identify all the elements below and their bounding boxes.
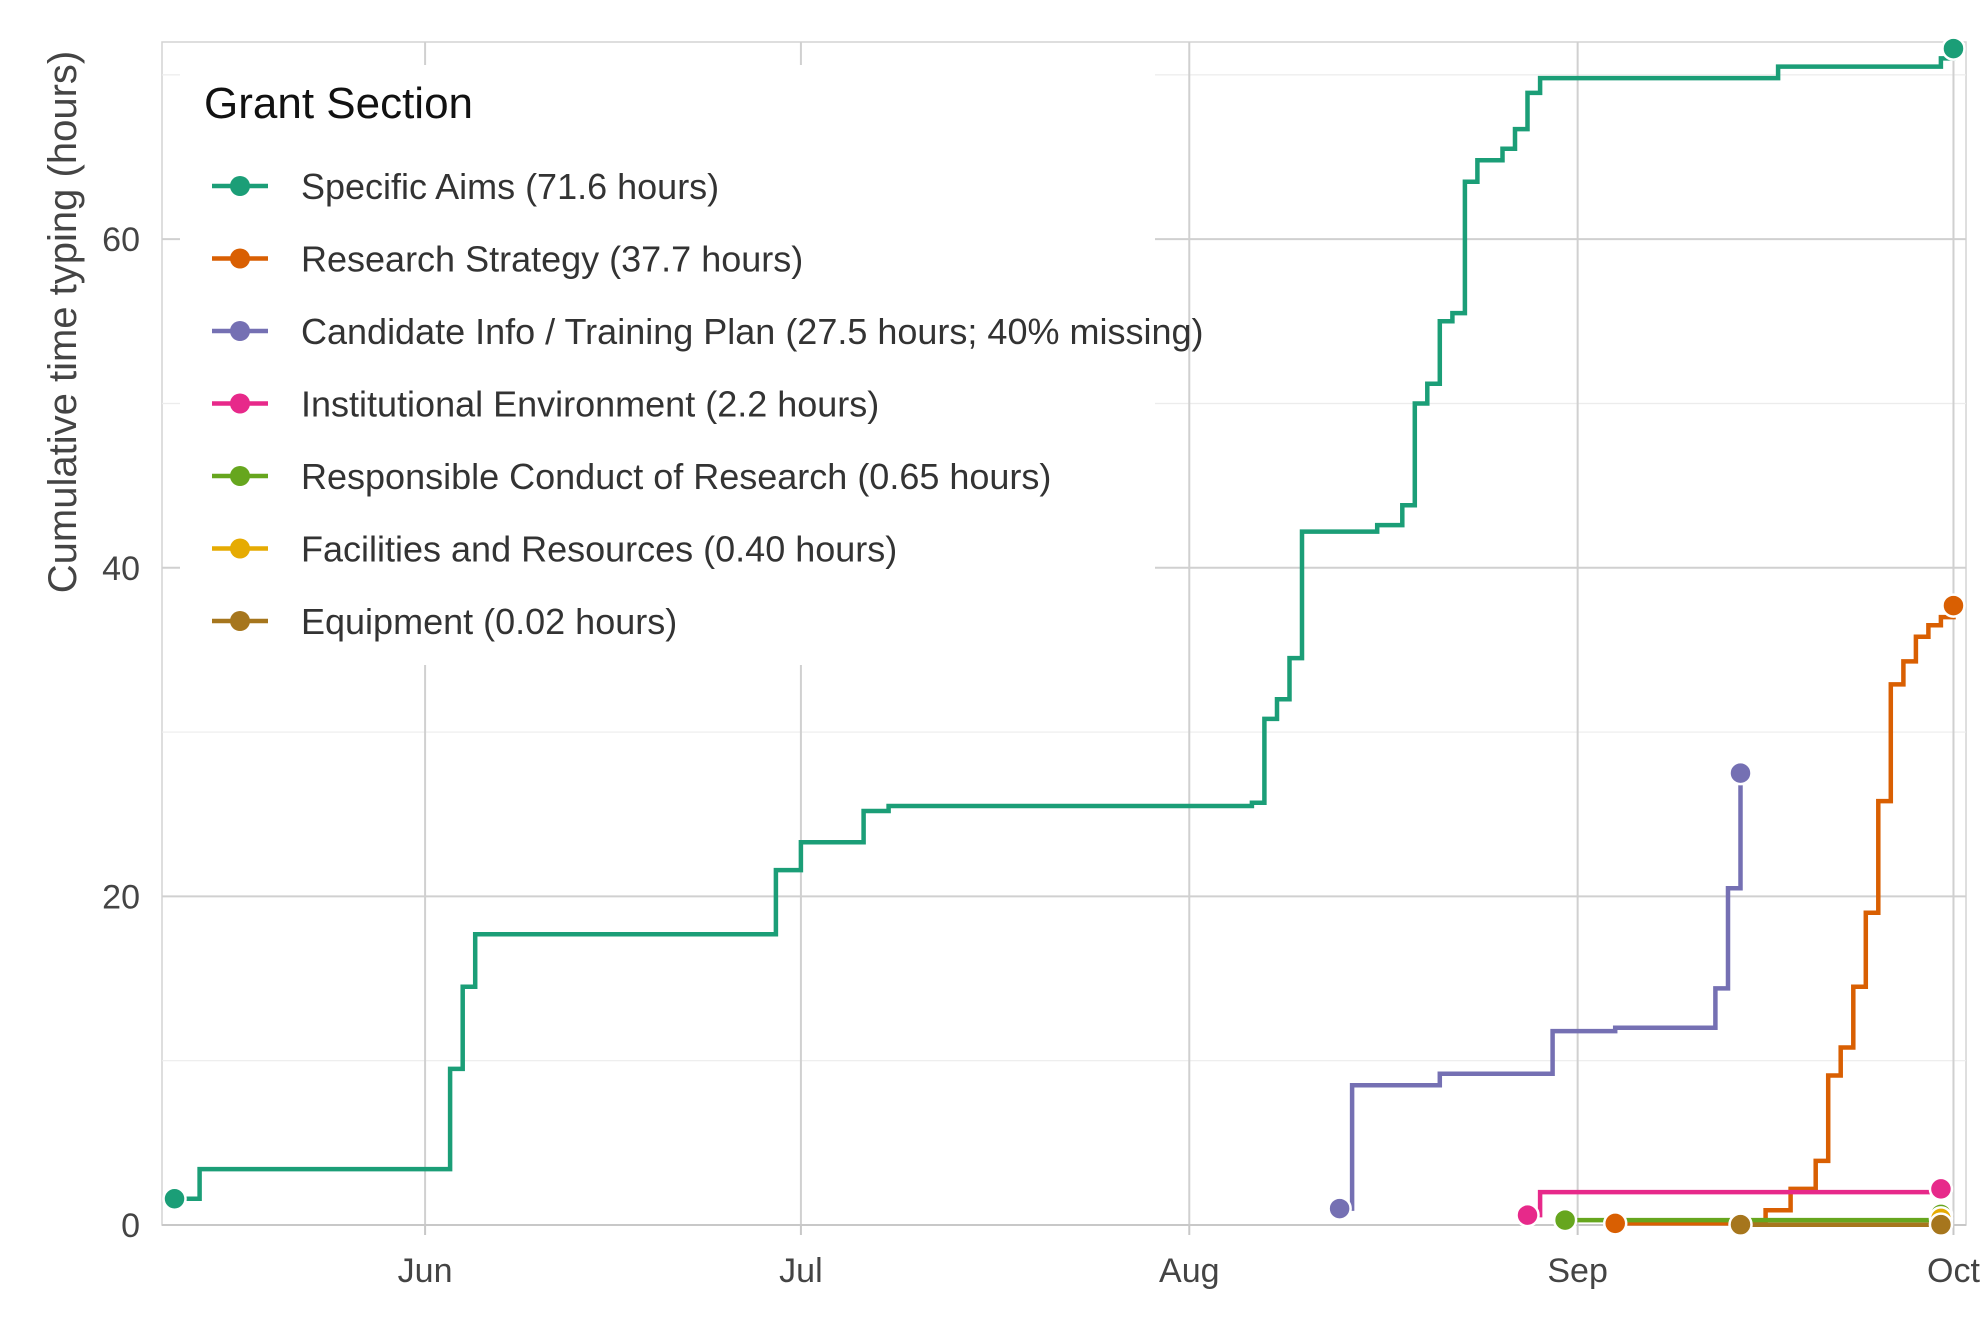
legend-item: Institutional Environment (2.2 hours) bbox=[212, 384, 879, 425]
legend-key-point bbox=[230, 248, 250, 269]
series-line-2 bbox=[1339, 773, 1743, 1211]
legend-label: Specific Aims (71.6 hours) bbox=[301, 166, 719, 207]
series-endpoint-0 bbox=[1941, 36, 1966, 61]
legend-items: Specific Aims (71.6 hours) Research Strat… bbox=[212, 166, 1204, 642]
legend-label: Institutional Environment (2.2 hours) bbox=[301, 384, 879, 425]
series-endpoint-3 bbox=[1515, 1202, 1540, 1228]
x-tick-label: Aug bbox=[1159, 1252, 1220, 1290]
legend-key-point bbox=[230, 538, 250, 559]
series-endpoint-1 bbox=[1941, 593, 1966, 618]
series-endpoint-6 bbox=[1928, 1212, 1954, 1237]
series-line-3 bbox=[1527, 1188, 1944, 1218]
legend-key-point bbox=[230, 321, 250, 341]
legend-label: Responsible Conduct of Research (0.65 ho… bbox=[301, 456, 1051, 497]
x-axis: Jun Jul Aug Sep Oct bbox=[398, 1225, 1980, 1290]
legend-label: Candidate Info / Training Plan (27.5 hou… bbox=[301, 311, 1204, 352]
y-tick-label: 0 bbox=[121, 1207, 140, 1245]
x-tick-label: Sep bbox=[1547, 1252, 1608, 1290]
series-lines bbox=[174, 48, 1956, 1227]
x-tick-label: Oct bbox=[1927, 1252, 1980, 1290]
legend-item: Specific Aims (71.6 hours) bbox=[212, 166, 719, 207]
legend-item: Equipment (0.02 hours) bbox=[212, 601, 677, 642]
series-endpoint-6 bbox=[1728, 1212, 1753, 1237]
series-endpoint-2 bbox=[1728, 760, 1753, 786]
legend-label: Equipment (0.02 hours) bbox=[301, 601, 677, 642]
y-tick-label: 40 bbox=[102, 550, 140, 588]
legend-label: Research Strategy (37.7 hours) bbox=[301, 239, 803, 280]
legend-key-point bbox=[230, 176, 250, 196]
y-axis-title: Cumulative time typing (hours) bbox=[41, 51, 85, 593]
legend-key-point bbox=[230, 611, 250, 631]
legend-item: Facilities and Resources (0.40 hours) bbox=[212, 529, 897, 570]
x-tick-label: Jul bbox=[779, 1252, 822, 1290]
series-endpoint-2 bbox=[1327, 1196, 1352, 1221]
legend: Grant Section Specific Aims (71.6 hours)… bbox=[180, 65, 1204, 665]
legend-label: Facilities and Resources (0.40 hours) bbox=[301, 529, 897, 570]
series-endpoints bbox=[162, 36, 1966, 1237]
x-tick-label: Jun bbox=[398, 1252, 453, 1290]
series-endpoint-1 bbox=[1602, 1211, 1628, 1236]
legend-background bbox=[180, 65, 1155, 665]
series-endpoint-4 bbox=[1552, 1207, 1578, 1233]
legend-key-point bbox=[230, 393, 250, 414]
series-line-1 bbox=[1615, 605, 1956, 1226]
series-endpoint-0 bbox=[162, 1186, 187, 1211]
legend-item: Responsible Conduct of Research (0.65 ho… bbox=[212, 456, 1051, 497]
y-tick-label: 20 bbox=[102, 878, 140, 916]
legend-item: Candidate Info / Training Plan (27.5 hou… bbox=[212, 311, 1204, 352]
legend-key-point bbox=[230, 466, 250, 486]
series-endpoint-3 bbox=[1928, 1176, 1954, 1202]
legend-title: Grant Section bbox=[204, 79, 473, 128]
y-axis: 0 20 40 60 bbox=[102, 221, 140, 1245]
y-tick-label: 60 bbox=[102, 221, 140, 259]
series-line-0 bbox=[174, 48, 1956, 1201]
legend-item: Research Strategy (37.7 hours) bbox=[212, 239, 803, 280]
